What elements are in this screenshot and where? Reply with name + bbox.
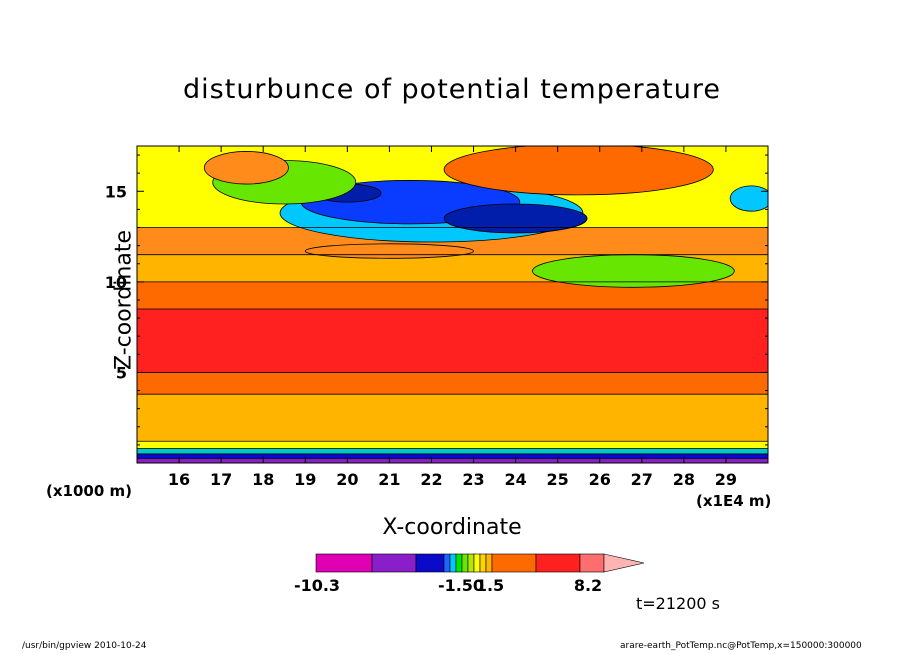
y-tick-label-0: 5 (116, 363, 127, 382)
colorbar-segment-3 (443, 553, 451, 573)
fill-band-6 (137, 309, 768, 373)
time-label: t=21200 s (636, 594, 720, 613)
x-tick-label-10: 26 (589, 470, 611, 489)
colorbar-label-0: -10.3 (294, 576, 340, 595)
fill-blob-3 (443, 203, 588, 234)
x-axis-unit: (x1E4 m) (696, 492, 772, 510)
fill-band-4 (137, 394, 768, 442)
fill-blob-7 (532, 254, 735, 288)
colorbar-segment-5 (455, 553, 463, 573)
x-axis-label: X-coordinate (382, 515, 522, 540)
x-tick-label-6: 22 (420, 470, 442, 489)
x-tick-label-3: 19 (294, 470, 316, 489)
colorbar-segment-1 (371, 553, 417, 573)
y-tick-label-2: 15 (105, 182, 127, 201)
colorbar-segment-9 (479, 553, 487, 573)
x-tick-label-8: 24 (504, 470, 526, 489)
colorbar-label-3: 8.2 (574, 576, 602, 595)
colorbar-arrow (603, 553, 645, 573)
x-tick-label-7: 23 (462, 470, 484, 489)
plot-frame (136, 145, 769, 464)
x-tick-label-2: 18 (252, 470, 274, 489)
colorbar-segment-12 (535, 553, 581, 573)
fill-band-0 (137, 458, 768, 463)
y-tick-label-1: 10 (105, 273, 127, 292)
x-tick-label-5: 21 (378, 470, 400, 489)
colorbar-label-2: 1.5 (476, 576, 504, 595)
x-tick-label-1: 17 (210, 470, 232, 489)
fill-blob-8 (729, 185, 768, 212)
plot-area (137, 146, 768, 463)
fill-band-2 (137, 448, 768, 454)
x-tick-label-9: 25 (547, 470, 569, 489)
colorbar: -10.3 -1.501.5 8.2 (294, 553, 645, 595)
colorbar-label-1: -1.50 (438, 576, 484, 595)
colorbar-segment-6 (461, 553, 469, 573)
colorbar-segment-4 (449, 553, 457, 573)
fill-blob-6 (443, 146, 714, 196)
colorbar-segment-13 (579, 553, 605, 573)
fill-band-5 (137, 372, 768, 395)
fill-blob-5 (203, 151, 289, 185)
x-tick-label-0: 16 (168, 470, 190, 489)
colorbar-segment-2 (415, 553, 445, 573)
colorbar-segment-10 (485, 553, 493, 573)
y-axis-unit: (x1000 m) (46, 482, 132, 500)
footer-program: /usr/bin/gpview 2010-10-24 (22, 641, 147, 651)
fill-blob-9 (304, 243, 474, 259)
x-tick-label-4: 20 (336, 470, 358, 489)
axes: 16 17 18 19 20 21 22 23 24 25 26 27 28 29 5 10 15 (105, 146, 768, 489)
footer-source: arare-earth_PotTemp.nc@PotTemp,x=150000:… (620, 641, 862, 651)
x-tick-label-13: 29 (715, 470, 737, 489)
colorbar-segment-7 (467, 553, 475, 573)
x-tick-label-11: 27 (631, 470, 653, 489)
colorbar-segment-0 (315, 553, 373, 573)
colorbar-segment-11 (491, 553, 537, 573)
x-tick-label-12: 28 (673, 470, 695, 489)
colorbar-segment-8 (473, 553, 481, 573)
fill-band-3 (137, 441, 768, 449)
chart-title: disturbunce of potential temperature (183, 74, 721, 105)
fill-band-1 (137, 453, 768, 459)
